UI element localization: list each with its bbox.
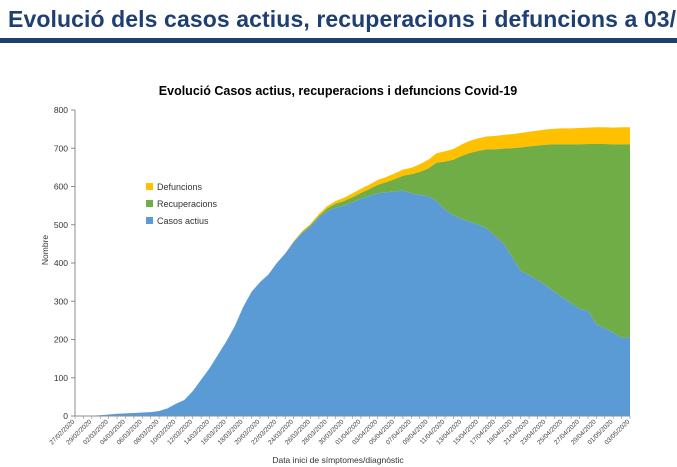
title-divider [0,38,677,43]
y-axis-label: Nombre [40,235,50,266]
legend-label-defuncions: Defuncions [157,182,203,192]
series-area-casos-actius [75,190,630,416]
y-tick-label: 800 [54,105,68,115]
page-title: Evolució dels casos actius, recuperacion… [8,6,677,32]
y-tick-label: 400 [54,258,68,268]
y-tick-label: 600 [54,182,68,192]
x-axis-label: Data inici de símptomes/diagnòstic [272,455,404,465]
y-tick-label: 200 [54,335,68,345]
legend-label-casos-actius: Casos actius [157,216,209,226]
legend-label-recuperacions: Recuperacions [157,199,218,209]
y-tick-label: 700 [54,143,68,153]
y-tick-label: 300 [54,296,68,306]
y-tick-label: 500 [54,220,68,230]
chart-title: Evolució Casos actius, recuperacions i d… [159,84,517,98]
legend-swatch-casos-actius [146,217,153,224]
legend-swatch-defuncions [146,183,153,190]
y-tick-label: 100 [54,373,68,383]
legend-swatch-recuperacions [146,200,153,207]
plot-area: 010020030040050060070080027/02/202029/02… [48,105,631,446]
y-tick-label: 0 [63,411,68,421]
series-area-recuperacions [75,144,630,417]
chart-legend: Defuncions Recuperacions Casos actius [146,182,218,226]
